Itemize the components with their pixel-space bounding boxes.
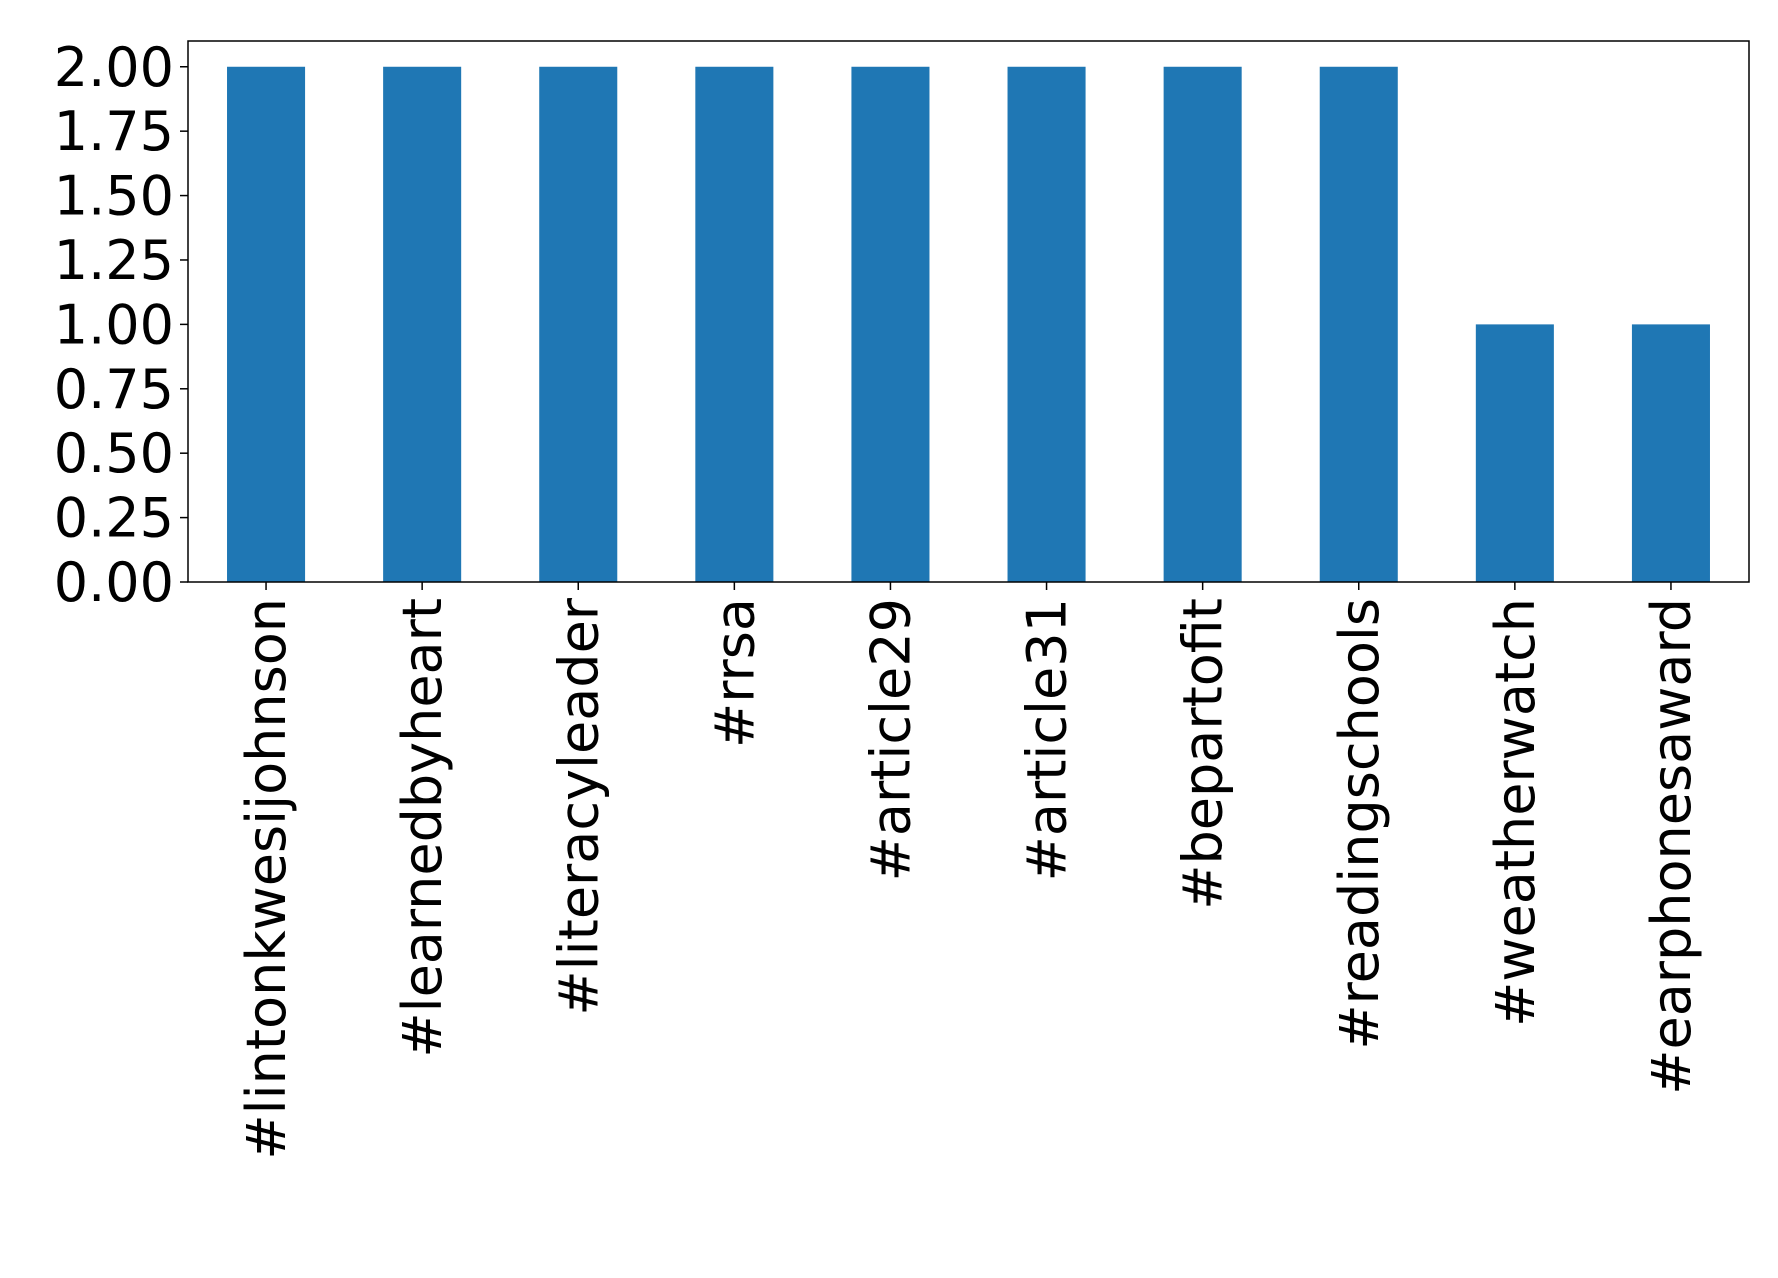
y-tick-label: 0.25 xyxy=(54,487,174,550)
y-tick-label: 2.00 xyxy=(54,36,174,99)
x-tick-label: #lintonkwesijohnson xyxy=(235,598,298,1160)
bar xyxy=(1007,66,1086,582)
bar xyxy=(695,66,774,582)
y-tick-label: 1.50 xyxy=(54,165,174,228)
x-tick-label: #article31 xyxy=(1016,598,1079,881)
bar xyxy=(1163,66,1242,582)
x-tick-label: #literacyleader xyxy=(547,597,610,1015)
y-tick-label: 1.00 xyxy=(54,293,174,356)
x-tick-label: #weatherwatch xyxy=(1484,598,1547,1027)
bar xyxy=(851,66,930,582)
x-tick-label: #learnedbyheart xyxy=(391,598,454,1058)
bar xyxy=(1475,324,1554,582)
bar xyxy=(227,66,306,582)
y-tick-label: 0.75 xyxy=(54,358,174,421)
x-tick-label: #article29 xyxy=(859,598,922,881)
y-tick-label: 1.25 xyxy=(54,229,174,292)
bar xyxy=(383,66,462,582)
x-tick-label: #bepartofit xyxy=(1172,598,1235,910)
x-tick-label: #rrsa xyxy=(703,598,766,748)
x-tick-label: #earphonesaward xyxy=(1640,598,1703,1095)
y-tick-label: 0.50 xyxy=(54,422,174,485)
plot-frame xyxy=(187,40,1750,583)
y-tick-label: 0.00 xyxy=(54,551,174,614)
bar xyxy=(1631,324,1710,582)
bar xyxy=(539,66,618,582)
y-tick-label: 1.75 xyxy=(54,100,174,163)
bar xyxy=(1319,66,1398,582)
x-tick-label: #readingschools xyxy=(1328,598,1391,1050)
